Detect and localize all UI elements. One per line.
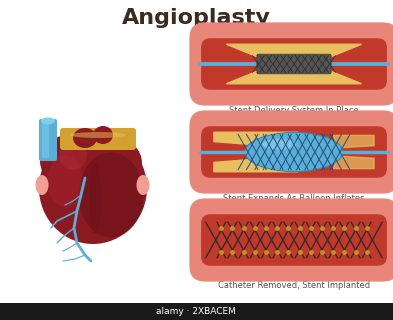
Ellipse shape [262,139,296,150]
FancyBboxPatch shape [201,38,387,90]
FancyBboxPatch shape [60,128,136,150]
Polygon shape [333,156,374,169]
Text: Stent Expands As Balloon Inflates: Stent Expands As Balloon Inflates [223,194,365,203]
FancyBboxPatch shape [257,54,331,74]
Ellipse shape [40,135,98,187]
FancyBboxPatch shape [201,126,387,178]
Text: Stent Delivery System In Place: Stent Delivery System In Place [229,106,359,115]
Ellipse shape [136,175,149,195]
Polygon shape [214,157,298,172]
Ellipse shape [79,153,143,237]
Ellipse shape [89,163,101,233]
Text: alamy · 2XBACEM: alamy · 2XBACEM [156,307,236,316]
Ellipse shape [245,132,343,172]
Ellipse shape [35,175,48,195]
Ellipse shape [59,140,87,170]
Polygon shape [226,67,362,84]
FancyBboxPatch shape [42,120,49,158]
Text: Angioplasty: Angioplasty [121,8,270,28]
Polygon shape [333,135,374,148]
FancyBboxPatch shape [39,119,57,161]
Text: Catheter Removed, Stent Implanted: Catheter Removed, Stent Implanted [218,282,370,291]
Polygon shape [214,132,298,147]
Ellipse shape [39,132,147,244]
FancyBboxPatch shape [201,214,387,266]
FancyBboxPatch shape [189,22,393,106]
Ellipse shape [88,138,142,188]
Ellipse shape [70,132,125,138]
Bar [0,303,393,320]
Ellipse shape [93,126,113,144]
Ellipse shape [48,155,83,207]
Polygon shape [226,44,362,61]
FancyBboxPatch shape [189,198,393,282]
Ellipse shape [73,128,97,148]
FancyBboxPatch shape [189,110,393,194]
Ellipse shape [41,117,55,124]
